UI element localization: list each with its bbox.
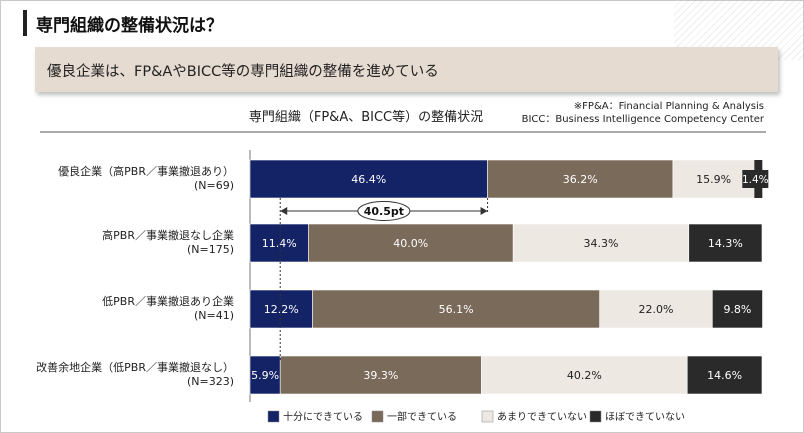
bar-value-label: 15.9% — [696, 173, 731, 186]
legend-label: あまりできていない — [497, 411, 587, 423]
bar-segment — [686, 355, 763, 395]
footnote-fpa: ※FP&A：Financial Planning & Analysis — [573, 101, 764, 112]
bar-value-label: 14.3% — [708, 237, 743, 250]
bar-value-label: 9.8% — [723, 303, 751, 316]
legend-label: ほぼできていない — [605, 411, 685, 423]
category-label-line: 低PBR／事業撤退あり企業 — [102, 294, 234, 308]
bar-segment — [249, 355, 281, 395]
summary-banner: 優良企業は、FP&AやBICC等の専門組織の整備を進めている — [35, 47, 778, 92]
bar-value-label: 12.2% — [264, 303, 299, 316]
bar-value-label: 5.9% — [251, 369, 279, 382]
bar-segment — [487, 159, 674, 199]
bar-segment — [481, 355, 688, 395]
category-label-line: 改善余地企業（低PBR／事業撤退なし） — [36, 360, 234, 374]
bar-segment — [688, 223, 763, 263]
bar-value-label: 34.3% — [583, 237, 618, 250]
annotation-arrowhead-right — [480, 207, 488, 215]
bar-segment — [312, 289, 600, 329]
category-label: 低PBR／事業撤退あり企業(N=41) — [102, 294, 234, 322]
bar-value-label: 22.0% — [639, 303, 674, 316]
bar-segment — [249, 159, 488, 199]
category-label: 改善余地企業（低PBR／事業撤退なし）(N=323) — [36, 360, 234, 388]
legend-swatch — [371, 410, 384, 423]
bar-value-label: 46.4% — [351, 173, 386, 186]
legend-label: 一部できている — [387, 410, 457, 423]
bar-segment — [249, 223, 309, 263]
bar-value-label: 14.6% — [707, 369, 742, 382]
bar-value-label: 40.0% — [393, 237, 428, 250]
bar-segment — [599, 289, 713, 329]
bar-value-label: 56.1% — [439, 303, 474, 316]
bar-label-box — [742, 170, 769, 188]
footnote-bicc: BICC：Business Intelligence Competency Ce… — [521, 114, 764, 125]
title-accent-bar — [23, 10, 27, 36]
bar-value-label: 1.4% — [742, 174, 769, 186]
bar-segment — [712, 289, 763, 329]
annotation-label: 40.5pt — [364, 205, 404, 218]
bar-segment — [279, 355, 482, 395]
category-label-line: (N=175) — [187, 243, 234, 256]
category-label-line: (N=69) — [194, 179, 234, 192]
abbreviation-footnote: ※FP&A：Financial Planning & Analysis BICC… — [522, 100, 764, 126]
chart-title: 専門組織（FP&A、BICC等）の整備状況 — [249, 109, 483, 125]
category-label: 優良企業（高PBR／事業撤退あり）(N=69) — [58, 164, 234, 192]
legend-swatch — [589, 410, 602, 423]
bar-segment — [672, 159, 755, 199]
bar-value-label: 11.4% — [262, 237, 297, 250]
category-label-line: (N=323) — [187, 375, 234, 388]
annotation-arrowhead-left — [280, 207, 288, 215]
bar-value-label: 39.3% — [363, 369, 398, 382]
bar-value-label: 40.2% — [567, 369, 602, 382]
category-label-line: (N=41) — [194, 309, 234, 322]
summary-banner-text: 優良企業は、FP&AやBICC等の専門組織の整備を進めている — [47, 64, 439, 80]
bar-segment — [512, 223, 690, 263]
page-title: 専門組織の整備状況は？ — [36, 16, 223, 36]
legend-swatch — [267, 410, 280, 423]
legend-swatch — [481, 410, 494, 423]
category-label-line: 優良企業（高PBR／事業撤退あり） — [58, 164, 234, 178]
bar-value-label: 36.2% — [563, 173, 598, 186]
category-label: 高PBR／事業撤退なし企業(N=175) — [102, 228, 234, 256]
annotation-badge — [357, 201, 411, 221]
category-label-line: 高PBR／事業撤退なし企業 — [102, 228, 234, 242]
legend-label: 十分にできている — [283, 410, 363, 423]
